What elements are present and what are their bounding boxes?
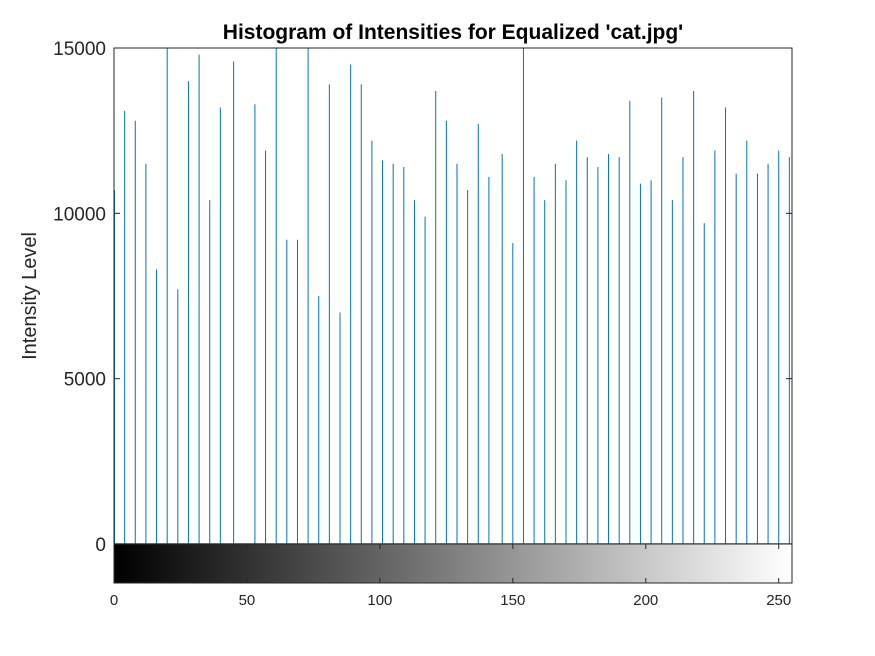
y-tick-label: 10000 xyxy=(53,204,106,225)
y-axis-ticks: 0 5000 10000 15000 xyxy=(53,39,792,556)
x-tick-label: 250 xyxy=(766,592,791,609)
x-tick-label: 50 xyxy=(239,592,256,609)
stem-series xyxy=(114,48,792,545)
grayscale-colorbar xyxy=(113,543,793,584)
x-axis-ticks: 0 50 100 150 200 250 xyxy=(110,544,791,609)
x-tick-label: 150 xyxy=(500,592,525,609)
plot-area xyxy=(114,48,792,544)
y-axis-label: Intensity Level xyxy=(19,232,41,360)
x-tick-label: 0 xyxy=(110,592,118,609)
y-tick-label: 0 xyxy=(95,535,106,556)
x-tick-label: 100 xyxy=(367,592,392,609)
y-tick-label: 5000 xyxy=(64,370,106,391)
chart-title: Histogram of Intensities for Equalized '… xyxy=(223,21,683,44)
y-tick-label: 15000 xyxy=(53,39,106,60)
x-tick-label: 200 xyxy=(633,592,658,609)
